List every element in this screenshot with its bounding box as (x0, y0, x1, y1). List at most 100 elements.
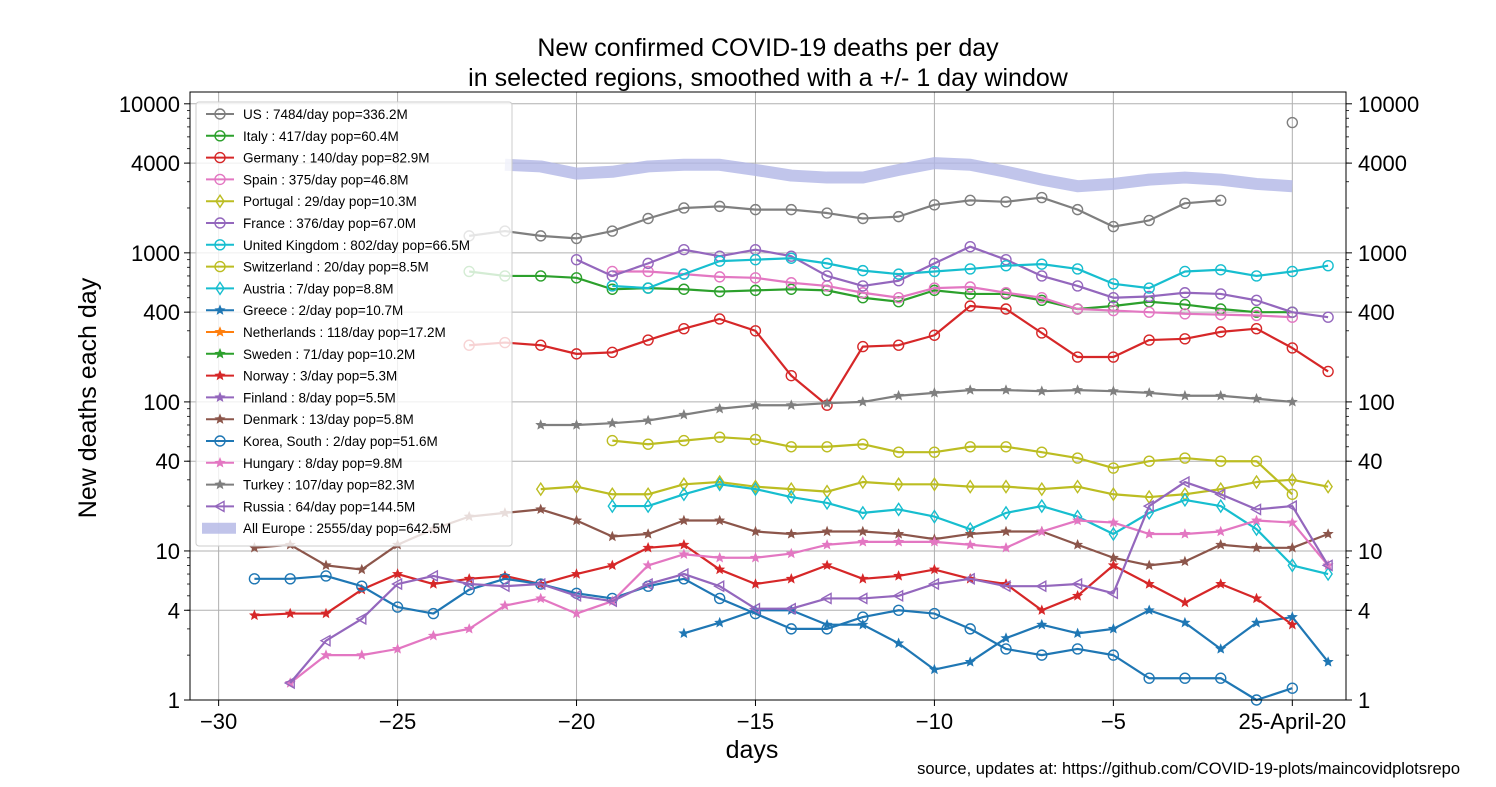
data-point (786, 481, 797, 497)
y-tick-label-left: 1 (168, 688, 180, 713)
data-point (1072, 539, 1084, 550)
data-point (1286, 342, 1299, 354)
data-point (857, 280, 869, 292)
series-6 (606, 252, 1334, 294)
data-point (785, 283, 797, 295)
legend-label: Italy : 417/day pop=60.4M (243, 129, 399, 144)
data-point (606, 280, 619, 292)
data-point (1322, 528, 1334, 539)
data-point (1215, 194, 1227, 207)
data-point (892, 589, 904, 603)
data-point (320, 607, 332, 619)
data-point (964, 384, 976, 395)
data-point (892, 339, 905, 351)
data-point (893, 389, 905, 401)
data-point (606, 346, 619, 359)
data-point (1215, 498, 1226, 514)
legend-entry: United Kingdom : 802/day pop=66.5M (206, 238, 470, 253)
data-point (426, 569, 439, 583)
data-point (892, 210, 905, 223)
data-point (749, 272, 762, 284)
data-point (642, 528, 654, 539)
series-17 (535, 384, 1298, 430)
data-point (284, 607, 296, 619)
legend-marker (214, 413, 226, 424)
legend-entry: Spain : 375/day pop=46.8M (206, 172, 409, 187)
data-point (1215, 389, 1227, 401)
legend-marker (215, 193, 225, 209)
data-point (462, 577, 474, 591)
data-point (1143, 672, 1155, 684)
data-point (1178, 475, 1190, 489)
series-line-all-europe (504, 157, 1293, 193)
data-point (1000, 632, 1012, 643)
data-point (1071, 351, 1084, 363)
data-point (1285, 499, 1298, 513)
legend: US : 7484/day pop=336.2M Italy : 417/day … (195, 101, 513, 547)
data-point (1251, 521, 1262, 537)
data-point (1036, 385, 1048, 396)
data-point (391, 577, 403, 591)
data-point (857, 618, 869, 630)
legend-label: Denmark : 13/day pop=5.8M (243, 412, 414, 427)
data-point (1143, 282, 1155, 294)
data-point (1179, 555, 1191, 567)
series-line (540, 388, 1293, 427)
data-point (964, 528, 976, 539)
data-point (1180, 492, 1190, 508)
series-7 (606, 431, 1299, 500)
legend-entry: US : 7484/day pop=336.2M (206, 107, 408, 122)
data-point (1286, 488, 1299, 500)
data-point (963, 572, 975, 586)
data-point (607, 498, 618, 514)
data-point (1179, 265, 1191, 278)
data-point (319, 634, 331, 647)
data-point (714, 563, 726, 575)
y-tick-label-left: 4000 (131, 151, 180, 176)
y-tick-label-right: 4 (1358, 598, 1370, 623)
data-point (713, 271, 726, 283)
data-point (392, 643, 404, 654)
legend-label: United Kingdom : 802/day pop=66.5M (243, 238, 470, 253)
data-point (928, 607, 941, 620)
data-point (1250, 455, 1263, 467)
data-point (785, 277, 797, 289)
data-point (821, 257, 833, 270)
data-point (1250, 270, 1263, 282)
legend-marker (214, 239, 226, 251)
data-point (892, 268, 905, 280)
data-point (606, 530, 618, 542)
legend-marker (214, 151, 226, 164)
data-point (1036, 270, 1048, 282)
data-point (535, 270, 547, 282)
data-point (822, 495, 832, 511)
data-point (964, 539, 976, 550)
data-point (713, 285, 726, 298)
data-point (749, 602, 761, 615)
data-point (1250, 309, 1263, 322)
data-point (678, 434, 690, 447)
data-point (1107, 304, 1120, 317)
data-point (928, 387, 940, 398)
data-point (678, 243, 690, 256)
series-line (254, 543, 1293, 626)
data-point (284, 573, 296, 585)
data-point (927, 577, 940, 591)
data-point (1107, 292, 1120, 304)
data-point (785, 441, 797, 453)
data-point (714, 402, 726, 414)
data-point (605, 595, 618, 608)
data-point (1036, 481, 1047, 497)
data-point (1000, 303, 1012, 315)
data-point (857, 287, 869, 299)
data-point (606, 559, 618, 571)
data-point (821, 207, 833, 219)
series-3 (606, 265, 1299, 323)
x-tick-label: −5 (1101, 709, 1126, 734)
data-point (1179, 287, 1191, 299)
data-point (928, 265, 941, 278)
data-point (1142, 499, 1154, 513)
data-point (1107, 559, 1119, 571)
data-point (785, 399, 797, 410)
data-point (1071, 263, 1084, 275)
